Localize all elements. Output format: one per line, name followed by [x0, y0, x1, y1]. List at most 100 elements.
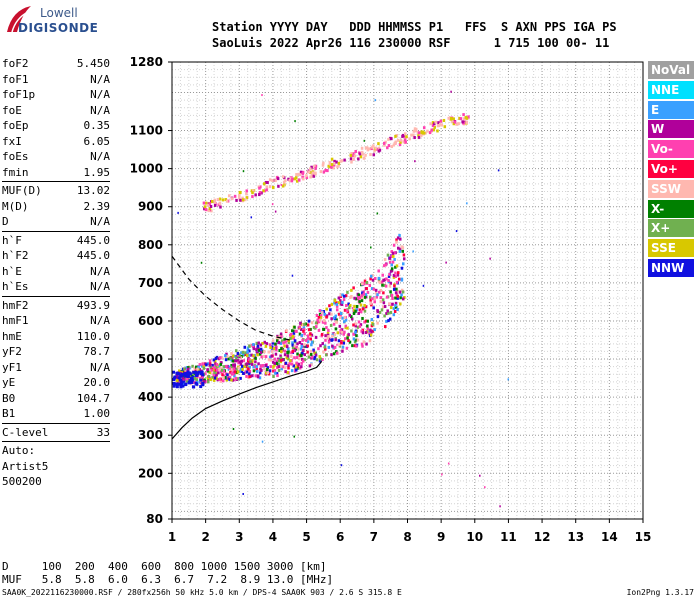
echo-point: [207, 380, 210, 384]
echo-point: [197, 365, 200, 369]
echo-point: [457, 122, 460, 126]
echo-point: [373, 149, 376, 153]
param-label: B0: [2, 391, 16, 405]
echo-point: [390, 255, 393, 259]
polarization-legend: NoVal NNE E W Vo- Vo+ SSW X- X+ SSE NNW: [648, 61, 694, 279]
x-tick-label: 14: [601, 530, 618, 544]
echo-point: [233, 370, 237, 374]
param-value: 1.00: [83, 407, 111, 420]
echo-point: [361, 152, 364, 156]
echo-point: [238, 354, 241, 358]
echo-point: [422, 126, 426, 130]
echo-point: [290, 351, 293, 355]
echo-point: [275, 372, 279, 376]
echo-point: [318, 309, 322, 313]
echo-point: [384, 263, 388, 267]
echo-point: [372, 144, 375, 148]
echo-point: [405, 135, 408, 139]
echo-point: [221, 198, 225, 202]
echo-point: [395, 238, 398, 242]
echo-point: [336, 165, 339, 169]
digisonde-emblem-icon: [7, 6, 31, 33]
echo-point: [198, 363, 202, 367]
echo-point: [289, 337, 292, 341]
echo-point: [295, 356, 299, 360]
echo-point: [342, 298, 346, 302]
echo-point: [322, 327, 326, 331]
echo-point: [236, 353, 239, 357]
echo-point: [210, 371, 213, 375]
echo-point: [382, 141, 386, 145]
echo-point: [355, 334, 358, 338]
echo-point: [200, 261, 203, 264]
echo-point: [465, 116, 469, 120]
echo-point: [259, 343, 263, 347]
echo-point: [200, 364, 204, 368]
echo-point: [215, 362, 219, 366]
file-info-footer: SAA0K_2022116230000.RSF / 280fx256h 50 k…: [2, 588, 402, 597]
echo-point: [431, 121, 435, 125]
echo-point: [319, 344, 322, 348]
echo-point: [328, 312, 331, 316]
echo-point: [278, 335, 281, 339]
echo-point: [251, 358, 254, 362]
echo-point: [342, 332, 346, 336]
echo-point: [394, 291, 398, 295]
echo-point: [388, 260, 392, 264]
x-tick-label: 13: [567, 530, 584, 544]
echo-point: [227, 368, 230, 371]
echo-point: [314, 172, 317, 176]
echo-point: [267, 350, 270, 354]
echo-point: [290, 179, 294, 183]
echo-point: [412, 250, 414, 253]
echo-point: [299, 321, 302, 325]
x-tick-label: 5: [302, 530, 310, 544]
echo-point: [282, 341, 285, 345]
echo-point: [394, 301, 398, 305]
echo-point: [241, 364, 244, 368]
echo-point: [332, 316, 336, 320]
echo-point: [319, 316, 323, 320]
echo-point: [278, 359, 281, 363]
echo-point: [396, 296, 399, 300]
echo-point: [497, 169, 500, 172]
autoscaling-info: Auto:: [2, 444, 36, 457]
echo-point: [263, 350, 266, 354]
echo-point: [280, 367, 283, 371]
echo-point: [315, 358, 319, 362]
echo-point: [228, 366, 231, 370]
echo-point: [383, 258, 387, 262]
echo-point: [387, 274, 391, 278]
echo-point: [191, 372, 195, 376]
echo-point: [239, 376, 242, 380]
echo-point: [277, 363, 280, 367]
x-tick-label: 6: [336, 530, 344, 544]
echo-point: [315, 325, 318, 329]
echo-point: [204, 201, 208, 205]
echo-point: [363, 320, 366, 324]
echo-point: [220, 368, 224, 372]
echo-point: [233, 194, 237, 198]
echo-point: [387, 144, 391, 148]
echo-point: [256, 351, 259, 355]
profile-lines: [171, 255, 323, 440]
echo-point: [346, 290, 349, 294]
echo-point: [242, 170, 245, 173]
echo-point: [222, 379, 225, 383]
echo-point: [311, 355, 314, 359]
echo-point: [279, 356, 283, 360]
echo-point: [302, 325, 306, 329]
echo-point: [208, 371, 212, 375]
echo-point: [352, 308, 356, 312]
echo-point: [382, 301, 386, 305]
echo-point: [290, 332, 293, 336]
echo-point: [439, 119, 443, 123]
echo-point: [264, 180, 268, 184]
echo-point: [302, 177, 305, 181]
echo-point: [201, 383, 205, 387]
echo-point: [298, 340, 302, 344]
echo-point: [399, 138, 403, 142]
echo-point: [215, 376, 218, 380]
echo-point: [322, 161, 325, 165]
echo-point: [230, 358, 233, 362]
